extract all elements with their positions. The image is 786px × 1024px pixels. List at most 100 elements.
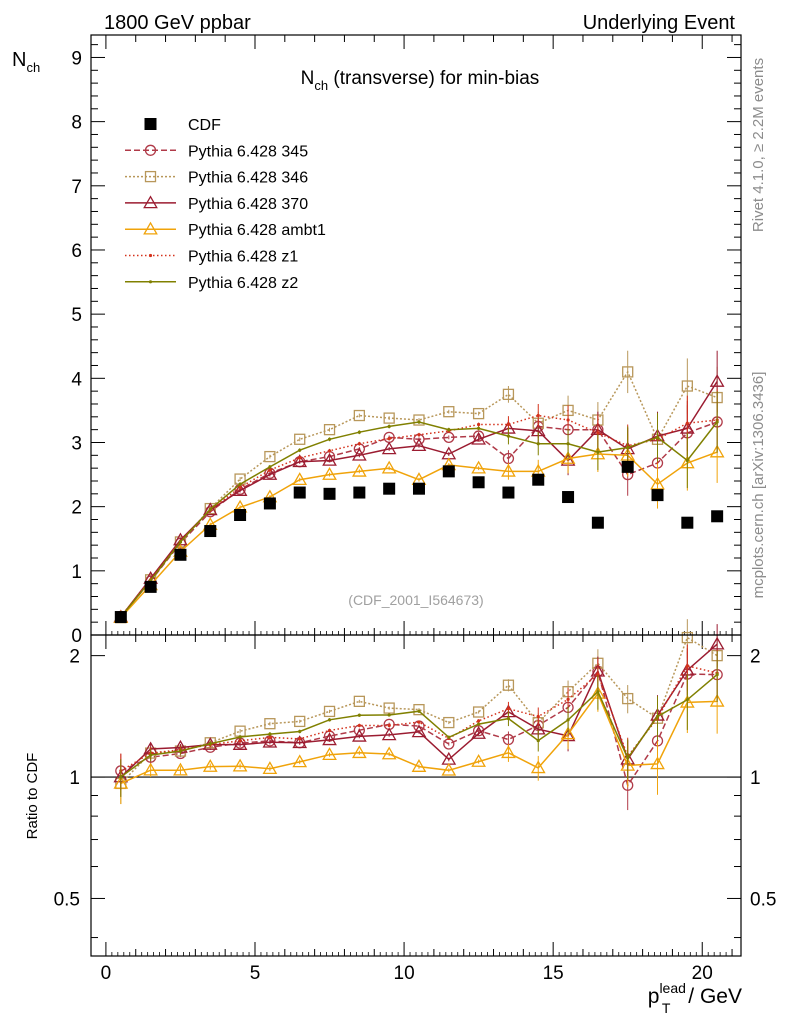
ratio-tick-label-left: 2 [69,647,80,668]
ratio-point-pythia-6-428-346 [681,631,693,644]
data-point-cdf [591,516,604,529]
data-point-cdf [711,510,724,523]
ratio-point-pythia-6-428-z2 [566,718,570,722]
xlabel-rest: / GeV [682,985,742,1008]
y-tick-label: 0 [71,626,82,647]
data-point-cdf [353,486,366,499]
legend-label-pythia-6-428-345: Pythia 6.428 345 [188,143,308,160]
point-pythia-6-428-z2 [536,442,540,446]
side-label-top: Rivet 4.1.0, ≥ 2.2M events [750,58,767,232]
point-pythia-6-428-346 [264,450,276,463]
title-sub: ch [314,78,328,93]
data-point-cdf [174,548,187,561]
ratio-plot-frame [90,634,742,957]
y-tick-label: 9 [71,48,82,69]
point-pythia-6-428-ambt1 [560,450,576,464]
ratio-point-pythia-6-428-z1 [596,672,600,676]
data-point-cdf [472,476,485,489]
data-point-cdf [562,491,575,504]
ratio-point-pythia-6-428-z2 [149,753,153,757]
y-tick-label: 6 [71,241,82,262]
ratio-point-pythia-6-428-370 [381,727,397,741]
point-pythia-6-428-346 [622,366,634,378]
ratio-point-pythia-6-428-ambt1 [530,760,546,774]
legend-marker-cdf [144,118,157,130]
point-pythia-6-428-ambt1 [650,476,665,490]
y-tick-label: 7 [71,177,82,198]
ratio-point-pythia-6-428-370 [232,737,248,750]
header-right: Underlying Event [583,12,736,34]
analysis-watermark: (CDF_2001_I564673) [348,592,483,608]
series-line-pythia-6-428-370 [120,381,718,618]
point-pythia-6-428-346 [502,388,515,401]
point-pythia-6-428-z1 [685,421,689,425]
ratio-point-pythia-6-428-z2 [715,673,719,677]
ratio-point-pythia-6-428-346 [264,718,276,730]
point-pythia-6-428-ambt1 [709,444,725,458]
ratio-point-pythia-6-428-z2 [477,722,481,726]
legend-label-pythia-6-428-346: Pythia 6.428 346 [188,170,308,187]
point-pythia-6-428-z1 [357,442,361,446]
data-point-cdf [502,486,515,499]
point-pythia-6-428-z2 [208,507,212,511]
point-pythia-6-428-z2 [387,424,391,429]
chart-title: Nch (transverse) for min-bias [301,68,540,93]
ratio-point-pythia-6-428-z2 [536,738,540,743]
ratio-point-pythia-6-428-ambt1 [143,762,159,776]
point-pythia-6-428-z2 [447,428,451,432]
point-pythia-6-428-z2 [357,430,361,434]
ratio-point-pythia-6-428-346 [353,695,365,708]
point-pythia-6-428-z2 [298,448,302,452]
x-tick-label: 5 [250,963,261,984]
ratio-point-pythia-6-428-z2 [447,735,451,739]
ylabel-main: N [12,49,26,71]
point-pythia-6-428-z2 [178,540,183,544]
data-point-cdf [204,525,217,538]
ratio-point-pythia-6-428-346 [472,706,485,718]
side-label-bottom: mcplots.cern.ch [arXiv:1306.3436] [750,372,767,599]
x-tick-label: 0 [101,963,112,984]
data-point-cdf [412,482,425,495]
ratio-point-pythia-6-428-346 [383,702,395,714]
ratio-tick-label-right: 0.5 [750,889,776,910]
ratio-point-pythia-6-428-ambt1 [441,762,457,776]
data-point-cdf [293,486,306,499]
point-pythia-6-428-346 [323,424,336,436]
header-left: 1800 GeV ppbar [104,12,251,34]
ylabel-sub: ch [26,60,40,75]
ratio-tick-label-right: 1 [750,768,761,789]
point-pythia-6-428-346 [443,406,455,418]
data-point-cdf [681,516,694,529]
point-pythia-6-428-370 [381,441,397,455]
ratio-point-pythia-6-428-z2 [298,729,302,734]
point-pythia-6-428-z1 [596,431,600,435]
data-point-cdf [234,509,247,521]
ratio-point-pythia-6-428-ambt1 [381,746,397,760]
xlabel-sup: lead [659,980,685,996]
point-pythia-6-428-z1 [327,449,332,453]
ratio-point-pythia-6-428-z1 [268,735,272,740]
ratio-point-pythia-6-428-z2 [387,713,391,717]
xlabel-p: p [648,985,660,1008]
ratio-point-pythia-6-428-z2 [626,756,630,760]
ratio-point-pythia-6-428-z1 [566,697,570,701]
ratio-point-pythia-6-428-z1 [417,720,421,724]
point-pythia-6-428-ambt1 [322,467,337,480]
ratio-point-pythia-6-428-ambt1 [709,693,725,707]
ratio-point-pythia-6-428-z2 [327,718,332,722]
point-pythia-6-428-370 [322,452,337,466]
point-pythia-6-428-z2 [506,434,511,438]
xlabel-sub: T [662,1000,671,1016]
point-pythia-6-428-z1 [506,422,511,427]
ratio-point-pythia-6-428-ambt1 [560,726,576,740]
point-pythia-6-428-370 [202,502,218,516]
ratio-point-pythia-6-428-ambt1 [292,754,308,768]
point-pythia-6-428-z1 [566,418,570,422]
ratio-point-pythia-6-428-z2 [596,690,600,694]
ratio-point-pythia-6-428-346 [323,705,336,718]
point-pythia-6-428-346 [353,409,365,422]
point-pythia-6-428-z2 [238,482,242,486]
data-point-cdf [114,611,127,624]
ratio-point-pythia-6-428-z2 [655,714,660,719]
